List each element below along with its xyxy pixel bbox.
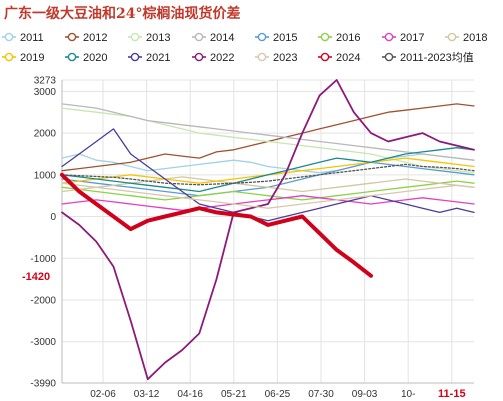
legend-label-2023: 2023 <box>273 52 297 64</box>
grid-lines <box>61 79 474 384</box>
chart-title: 广东一级大豆油和24°棕榈油现货价差 <box>4 6 241 22</box>
legend-label-2011: 2011 <box>20 32 44 44</box>
legend-marker-2013 <box>130 32 140 42</box>
x-tick-label: 03-12 <box>134 389 160 400</box>
y-tick-label: -1000 <box>30 254 56 265</box>
x-tick-label: 02-06 <box>90 389 116 400</box>
x-axis: 02-06 03-12 04-16 05-21 06-25 07-30 09-03 10- 11… <box>90 388 465 400</box>
legend-label-2018: 2018 <box>463 32 487 44</box>
x-tick-label: 05-21 <box>221 389 247 400</box>
series-lines <box>60 79 475 381</box>
legend: 2011 2012 2013 2014 2015 2016 2017 2018 2019 2020… <box>2 32 487 64</box>
y-tick-label: -2000 <box>30 295 56 306</box>
x-tick-label: 10- <box>401 389 415 400</box>
series-line-2014 <box>61 103 475 161</box>
y-tick-label: -3000 <box>30 337 56 348</box>
x-tick-label: 06-25 <box>265 389 291 400</box>
legend-marker-2011-2023均值 <box>384 52 394 62</box>
legend-marker-2023 <box>257 52 267 62</box>
legend-marker-2016 <box>320 32 330 42</box>
legend-label-2016: 2016 <box>336 32 360 44</box>
legend-label-2024: 2024 <box>336 52 360 64</box>
legend-marker-2022 <box>194 52 204 62</box>
series-line-2012 <box>61 103 475 172</box>
series-line-2021 <box>61 128 475 222</box>
legend-label-2013: 2013 <box>146 32 170 44</box>
legend-marker-2019 <box>4 52 14 62</box>
series-line-2024 <box>60 172 373 278</box>
series-line-2011 <box>61 153 475 174</box>
series-line-2011-2023均值 <box>61 163 475 186</box>
legend-label-2022: 2022 <box>210 52 234 64</box>
series-line-2018 <box>61 176 475 193</box>
legend-marker-2012 <box>67 32 77 42</box>
legend-marker-2011 <box>4 32 14 42</box>
series-line-2017 <box>61 195 475 211</box>
legend-label-2019: 2019 <box>20 52 44 64</box>
x-tick-label: 04-16 <box>177 389 203 400</box>
legend-label-2017: 2017 <box>400 32 424 44</box>
y-tick-label: -3990 <box>30 379 56 390</box>
x-tick-label: 09-03 <box>352 389 378 400</box>
legend-label-2011-2023均值: 2011-2023均值 <box>400 51 474 64</box>
x-tick-label: 11-15 <box>438 388 466 400</box>
legend-label-2020: 2020 <box>83 52 107 64</box>
legend-label-2012: 2012 <box>83 32 107 44</box>
legend-marker-2020 <box>67 52 77 62</box>
legend-marker-2015 <box>257 32 267 42</box>
legend-label-2015: 2015 <box>273 32 297 44</box>
legend-marker-2021 <box>130 52 140 62</box>
series-line-2020 <box>61 147 475 193</box>
y-tick-label: 3273 <box>34 76 57 87</box>
y-tick-label: 3000 <box>34 87 57 98</box>
legend-label-2021: 2021 <box>146 52 170 64</box>
annotations: -1420 <box>22 271 50 283</box>
legend-marker-2018 <box>447 32 457 42</box>
legend-marker-2024 <box>320 52 330 62</box>
legend-label-2014: 2014 <box>210 32 234 44</box>
legend-marker-2014 <box>194 32 204 42</box>
y-tick-label: 1000 <box>34 170 57 181</box>
x-tick-label: 07-30 <box>308 389 334 400</box>
series-line-2016 <box>61 180 475 201</box>
series-line-2023 <box>61 182 475 209</box>
legend-marker-2017 <box>384 32 394 42</box>
current-value-label: -1420 <box>22 271 50 283</box>
y-tick-label: 2000 <box>34 129 57 140</box>
series-line-2022 <box>61 79 475 381</box>
y-tick-label: 0 <box>50 212 56 223</box>
